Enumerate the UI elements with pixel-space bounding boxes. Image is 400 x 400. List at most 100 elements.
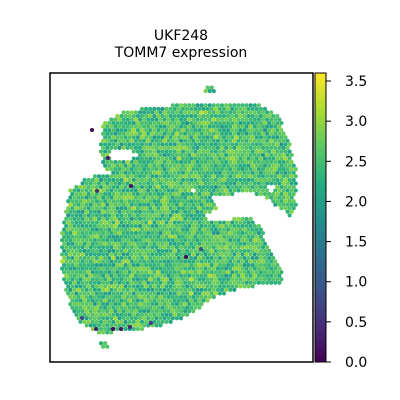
expression-spot <box>176 291 181 296</box>
expression-spot <box>230 270 235 275</box>
expression-spot <box>203 231 208 236</box>
expression-spot <box>101 280 106 285</box>
expression-spot <box>94 177 99 182</box>
expression-spot <box>158 152 163 158</box>
expression-spot <box>191 245 196 250</box>
expression-spot <box>236 167 241 172</box>
expression-spot <box>109 280 114 285</box>
expression-spot <box>96 245 102 250</box>
expression-spot <box>224 252 229 257</box>
expression-spot <box>189 192 194 197</box>
expression-spot <box>74 248 79 253</box>
expression-spot <box>211 174 216 179</box>
expression-spot <box>146 181 151 186</box>
expression-spot <box>242 163 247 168</box>
expression-spot <box>148 305 153 310</box>
expression-spot <box>160 177 165 182</box>
expression-spot <box>84 316 89 321</box>
expression-spot <box>80 231 85 236</box>
expression-spot <box>252 223 257 229</box>
expression-spot <box>101 209 106 214</box>
expression-spot <box>137 188 143 193</box>
expression-spot <box>240 152 245 158</box>
expression-spot <box>236 245 241 250</box>
expression-spot <box>217 220 222 225</box>
expression-spot <box>240 138 245 143</box>
expression-spot <box>111 248 116 253</box>
expression-spot <box>252 174 257 179</box>
expression-spot <box>219 231 225 236</box>
expression-spot <box>209 121 214 126</box>
expression-spot <box>131 142 136 147</box>
expression-spot <box>199 124 204 129</box>
expression-spot <box>162 280 167 285</box>
expression-spot <box>88 223 93 229</box>
expression-spot <box>113 181 118 186</box>
expression-spot <box>242 156 247 161</box>
expression-spot <box>139 248 145 253</box>
expression-spot <box>238 263 243 268</box>
expression-spot <box>178 202 184 207</box>
expression-spot <box>289 195 294 200</box>
expression-spot <box>240 181 245 186</box>
expression-spot <box>172 305 177 310</box>
expression-spot <box>219 117 225 122</box>
expression-spot <box>86 255 91 261</box>
colorbar-tick-label: 3.5 <box>345 74 367 90</box>
expression-spot <box>230 192 235 197</box>
expression-spot <box>234 220 239 225</box>
expression-spot <box>201 135 206 140</box>
expression-spot <box>103 184 108 190</box>
expression-spot <box>250 220 255 225</box>
expression-spot <box>80 209 85 214</box>
expression-spot <box>248 252 253 257</box>
expression-spot <box>238 220 243 225</box>
expression-spot <box>189 248 194 253</box>
expression-spot <box>113 167 118 172</box>
expression-spot <box>137 252 143 257</box>
expression-spot <box>279 184 284 190</box>
expression-spot <box>113 294 118 300</box>
expression-spot <box>123 142 128 147</box>
expression-spot <box>72 309 77 314</box>
expression-spot <box>131 206 136 211</box>
expression-spot <box>142 160 147 165</box>
expression-spot <box>207 287 212 292</box>
expression-spot <box>74 192 79 197</box>
expression-spot <box>146 124 151 129</box>
expression-spot <box>219 138 225 143</box>
expression-spot <box>146 316 151 321</box>
expression-spot <box>74 263 79 268</box>
expression-spot <box>185 121 190 126</box>
expression-spot <box>127 177 132 182</box>
colorbar-tick-label: 0.5 <box>345 315 367 331</box>
expression-spot <box>125 273 130 278</box>
expression-spot <box>191 209 196 214</box>
expression-spot <box>199 287 204 292</box>
expression-spot <box>236 238 241 243</box>
expression-spot <box>96 273 102 278</box>
expression-spot <box>224 273 229 278</box>
expression-spot <box>254 248 259 253</box>
expression-spot <box>215 167 220 172</box>
expression-spot <box>137 145 143 150</box>
expression-spot <box>168 156 173 161</box>
expression-spot <box>72 302 77 307</box>
expression-spot <box>70 220 75 225</box>
expression-spot <box>267 177 272 182</box>
expression-spot <box>148 184 153 190</box>
expression-spot <box>98 277 104 282</box>
expression-spot <box>133 124 138 129</box>
expression-spot <box>191 259 196 264</box>
expression-spot <box>213 270 218 275</box>
expression-spot <box>156 199 161 204</box>
expression-spot <box>111 213 116 218</box>
expression-spot <box>185 192 190 197</box>
expression-spot <box>211 280 216 285</box>
expression-spot <box>180 227 186 232</box>
expression-spot <box>166 152 171 158</box>
expression-spot <box>236 131 241 136</box>
expression-spot <box>123 234 128 239</box>
expression-spot <box>230 234 235 239</box>
expression-spot <box>139 213 145 218</box>
